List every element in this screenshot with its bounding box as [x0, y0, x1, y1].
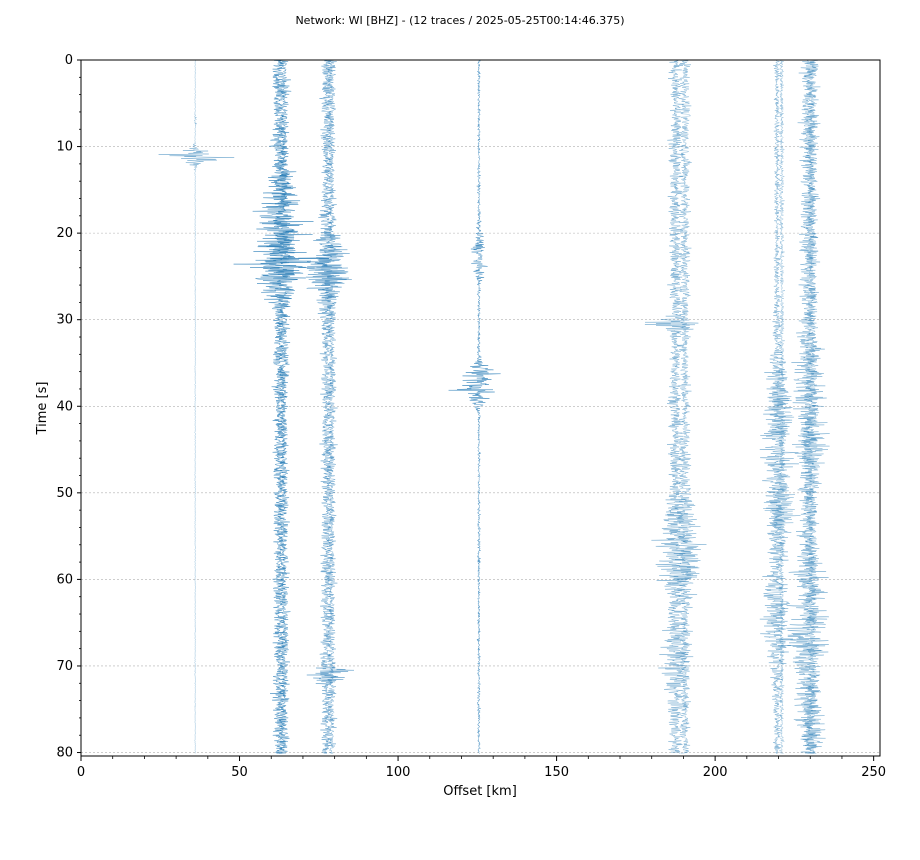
- x-tick-label-100: 100: [386, 765, 411, 780]
- trace-2: [233, 59, 329, 754]
- trace-1: [158, 60, 235, 754]
- y-tick-label-80: 80: [56, 746, 73, 761]
- seismic-traces: [158, 59, 830, 754]
- trace-11: [786, 59, 829, 754]
- chart-title: Network: WI [BHZ] - (12 traces / 2025-05…: [295, 14, 624, 27]
- x-axis-ticks: 0 50 100 150 200 250: [77, 756, 886, 780]
- trace-8: [667, 59, 707, 754]
- y-axis-ticks: 0 10 20 30 40 50 60 70 80: [56, 53, 81, 761]
- trace-5: [313, 59, 349, 754]
- y-tick-label-0: 0: [65, 53, 73, 68]
- gridlines: [81, 146, 880, 753]
- y-tick-label-10: 10: [56, 140, 73, 155]
- y-tick-label-50: 50: [56, 486, 73, 501]
- x-tick-label-50: 50: [231, 765, 248, 780]
- x-tick-label-0: 0: [77, 765, 85, 780]
- x-tick-label-250: 250: [861, 765, 886, 780]
- x-tick-label-150: 150: [544, 765, 569, 780]
- trace-4: [298, 59, 355, 754]
- trace-3: [264, 59, 306, 754]
- y-axis-label: Time [s]: [35, 382, 50, 436]
- x-axis-label: Offset [km]: [443, 784, 517, 799]
- trace-10: [763, 59, 801, 754]
- trace-9: [759, 60, 799, 754]
- trace-12: [791, 59, 830, 754]
- y-tick-label-40: 40: [56, 399, 73, 414]
- x-tick-label-200: 200: [703, 765, 728, 780]
- y-tick-label-70: 70: [56, 659, 73, 674]
- plot-frame: [80, 59, 881, 757]
- y-tick-label-30: 30: [56, 313, 73, 328]
- y-tick-label-20: 20: [56, 226, 73, 241]
- y-tick-label-60: 60: [56, 572, 73, 587]
- trace-7: [644, 59, 699, 754]
- trace-6: [448, 59, 501, 754]
